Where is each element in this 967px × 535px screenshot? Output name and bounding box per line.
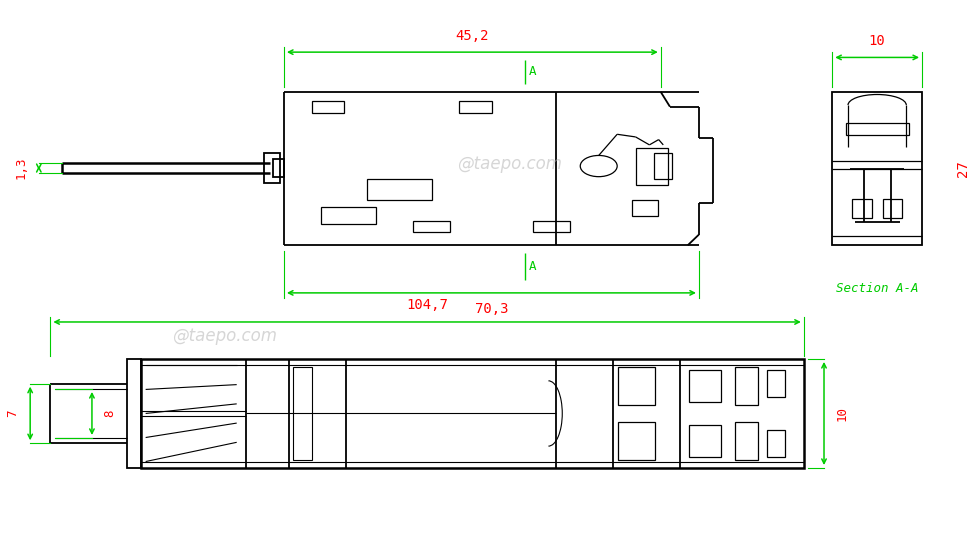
Bar <box>689 370 721 402</box>
Bar <box>735 422 758 460</box>
Text: @taepo.com: @taepo.com <box>171 327 277 345</box>
Bar <box>311 101 344 113</box>
Bar <box>127 359 140 468</box>
Text: 10: 10 <box>868 34 886 48</box>
Bar <box>273 159 284 177</box>
Bar <box>264 154 280 182</box>
Bar <box>321 207 376 224</box>
Bar <box>635 148 668 185</box>
Bar <box>735 367 758 405</box>
Bar <box>367 179 431 200</box>
Bar <box>846 123 909 135</box>
Bar <box>883 199 902 218</box>
Bar <box>413 221 450 232</box>
Bar <box>632 200 658 216</box>
Bar <box>141 359 804 468</box>
Bar <box>654 153 672 179</box>
Bar <box>618 367 655 405</box>
Text: 104,7: 104,7 <box>406 299 448 312</box>
Text: 70,3: 70,3 <box>475 302 509 316</box>
Text: 1,3: 1,3 <box>15 157 28 179</box>
Text: @taepo.com: @taepo.com <box>457 155 563 173</box>
Text: A: A <box>529 65 537 79</box>
Bar <box>459 101 491 113</box>
Text: 8: 8 <box>103 410 116 417</box>
Text: A: A <box>529 260 537 273</box>
Bar <box>767 430 785 457</box>
Text: 27: 27 <box>956 160 967 177</box>
Bar <box>293 367 312 460</box>
Bar <box>689 425 721 457</box>
Text: Section A-A: Section A-A <box>835 282 919 295</box>
Bar <box>533 221 570 232</box>
Text: 7: 7 <box>6 410 19 417</box>
Text: 10: 10 <box>835 406 848 421</box>
Bar <box>852 199 872 218</box>
Bar <box>618 422 655 460</box>
Bar <box>833 92 922 245</box>
Text: 45,2: 45,2 <box>455 28 489 43</box>
Bar <box>767 370 785 397</box>
